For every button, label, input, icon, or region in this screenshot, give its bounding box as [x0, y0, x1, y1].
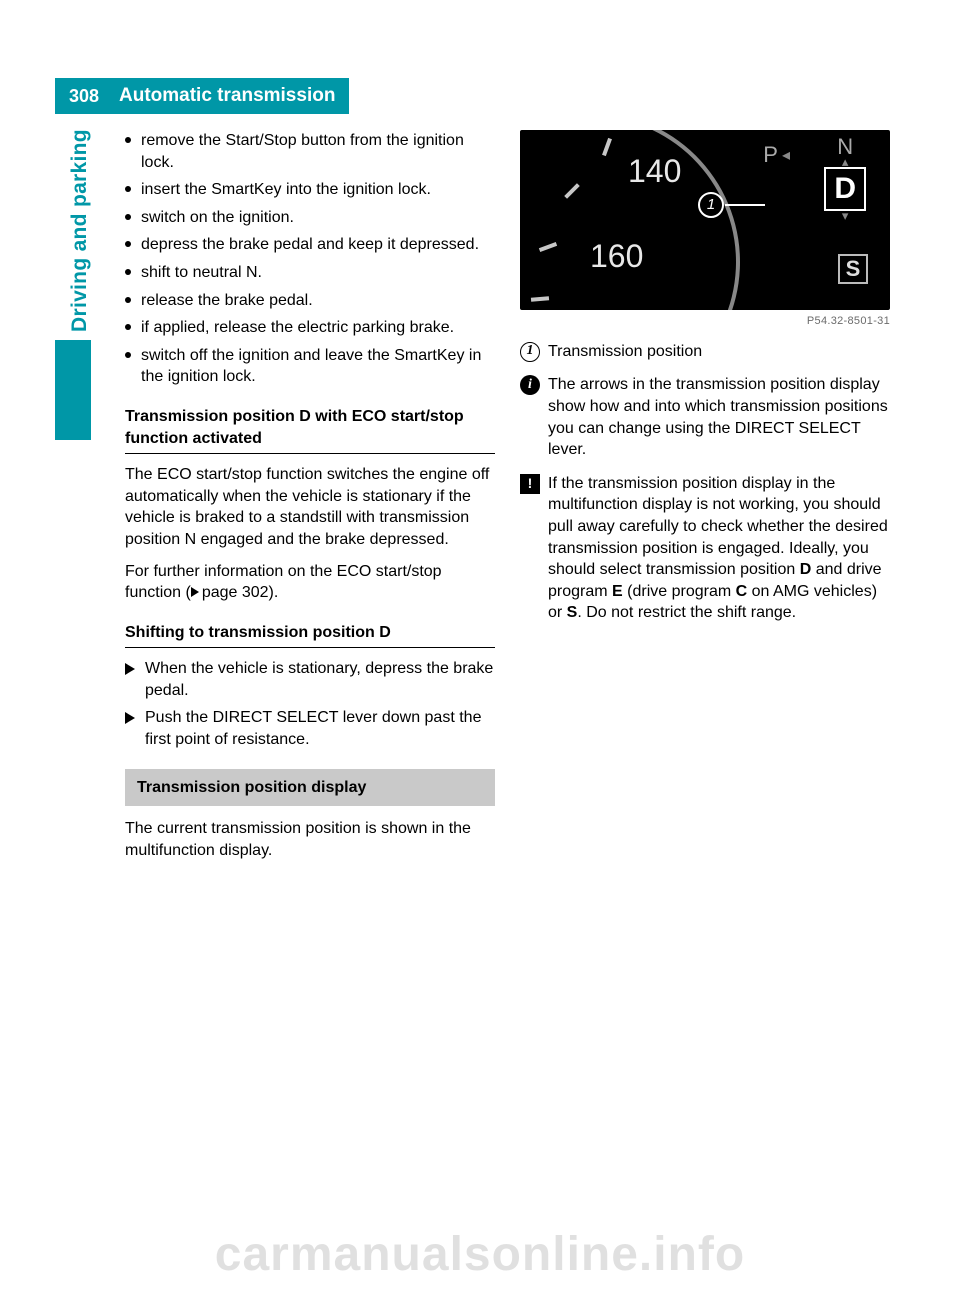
- gear-p-indicator: P: [763, 140, 790, 170]
- left-column: remove the Start/Stop button from the ig…: [125, 130, 495, 871]
- paragraph: The ECO start/stop function switches the…: [125, 464, 495, 550]
- step-item: Push the DIRECT SELECT lever down past t…: [125, 707, 495, 750]
- list-item: if applied, release the electric parking…: [125, 317, 495, 339]
- figure-code: P54.32-8501-31: [520, 314, 890, 329]
- text: ).: [269, 584, 279, 601]
- header-bar: 308 Automatic transmission: [55, 78, 349, 114]
- chevron-up-icon: ▴: [824, 158, 866, 166]
- speed-label-160: 160: [590, 235, 643, 278]
- callout-legend: 1 Transmission position: [520, 341, 890, 363]
- step-item: When the vehicle is stationary, depress …: [125, 658, 495, 701]
- warning-icon: !: [520, 474, 540, 494]
- page-number: 308: [55, 78, 113, 114]
- right-column: 140 160 1 P N ▴ D ▾ S P54.32-8501-31 1 T…: [520, 130, 890, 636]
- instrument-cluster-figure: 140 160 1 P N ▴ D ▾ S: [520, 130, 890, 310]
- info-icon: i: [520, 375, 540, 395]
- rule: [125, 453, 495, 454]
- page-ref-icon: [191, 584, 202, 601]
- watermark: carmanualsonline.info: [0, 1227, 960, 1282]
- paragraph: For further information on the ECO start…: [125, 561, 495, 604]
- bold: D: [800, 561, 812, 578]
- section-bar: Transmission position display: [125, 769, 495, 807]
- text: For further information on the ECO start…: [125, 563, 442, 602]
- gear-d-selected: D: [824, 167, 866, 212]
- page-ref: page 302: [202, 584, 269, 601]
- steps-list: When the vehicle is stationary, depress …: [125, 658, 495, 750]
- side-tab-label: Driving and parking: [68, 129, 92, 332]
- list-item: switch off the ignition and leave the Sm…: [125, 345, 495, 388]
- warning-text: If the transmission position display in …: [548, 475, 888, 622]
- paragraph: The current transmission position is sho…: [125, 818, 495, 861]
- procedure-bullets: remove the Start/Stop button from the ig…: [125, 130, 495, 388]
- side-tab-box: [55, 340, 91, 440]
- callout-label: Transmission position: [548, 343, 702, 360]
- bold: S: [567, 604, 578, 621]
- list-item: insert the SmartKey into the ignition lo…: [125, 179, 495, 201]
- callout-1-icon: 1: [698, 192, 724, 218]
- list-item: depress the brake pedal and keep it depr…: [125, 234, 495, 256]
- info-text: The arrows in the transmission position …: [548, 376, 888, 458]
- chapter-title: Automatic transmission: [113, 78, 349, 114]
- warning-note: ! If the transmission position display i…: [520, 473, 890, 624]
- gear-stack: N ▴ D ▾: [824, 136, 866, 220]
- rule: [125, 647, 495, 648]
- list-item-text: shift to neutral N.: [141, 264, 262, 281]
- text: (drive program: [623, 583, 736, 600]
- page: 308 Automatic transmission Driving and p…: [0, 0, 960, 1302]
- list-item: release the brake pedal.: [125, 290, 495, 312]
- callout-1-symbol: 1: [520, 342, 540, 362]
- chevron-down-icon: ▾: [824, 212, 866, 220]
- list-item: switch on the ignition.: [125, 207, 495, 229]
- list-item: remove the Start/Stop button from the ig…: [125, 130, 495, 173]
- list-item: shift to neutral N.: [125, 262, 495, 284]
- info-note: i The arrows in the transmission positio…: [520, 374, 890, 460]
- subheading-shift-d: Shifting to transmission position D: [125, 622, 495, 644]
- bold: C: [736, 583, 748, 600]
- drive-mode-s-box: S: [838, 254, 868, 284]
- callout-leader-line: [725, 204, 765, 206]
- text: . Do not restrict the shift range.: [577, 604, 796, 621]
- bold: E: [612, 583, 623, 600]
- subheading-eco: Transmission position D with ECO start/s…: [125, 406, 495, 449]
- speed-label-140: 140: [628, 150, 681, 193]
